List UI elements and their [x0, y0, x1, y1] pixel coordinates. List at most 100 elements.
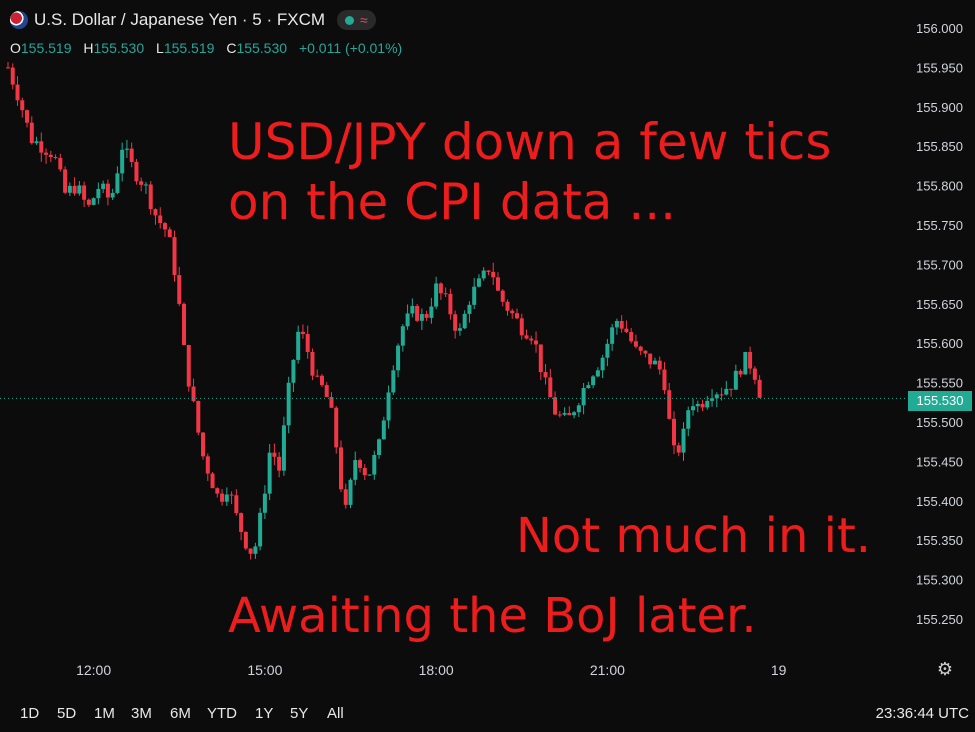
open-value: 155.519 [20, 40, 72, 56]
candle-body [695, 403, 700, 407]
utc-clock[interactable]: 23:36:44 UTC [875, 705, 969, 722]
timeframe-ytd[interactable]: YTD [207, 705, 237, 722]
timeframe-all[interactable]: All [327, 705, 344, 722]
candle-body [410, 305, 415, 314]
candle-body [234, 495, 239, 514]
candle-body [319, 375, 324, 386]
candle-body [182, 303, 187, 345]
candle-body [515, 313, 520, 319]
candle-body [120, 149, 125, 174]
candle-body [491, 271, 496, 278]
candle-body [486, 270, 491, 272]
candle-body [82, 185, 87, 200]
candle-body [186, 344, 191, 387]
candle-body [419, 314, 424, 321]
candle-body [205, 456, 210, 474]
candle-body [681, 428, 686, 453]
symbol-title[interactable]: U.S. Dollar / Japanese Yen · 5 · FXCM [34, 10, 326, 29]
timeframe-6m[interactable]: 6M [170, 705, 191, 722]
candle-body [191, 386, 196, 402]
candle-body [362, 467, 367, 476]
candle-body [495, 277, 500, 291]
candle-body [386, 392, 391, 421]
candle-body [500, 290, 505, 302]
candle-body [86, 199, 91, 205]
candle-body [381, 420, 386, 440]
candle-body [58, 157, 63, 170]
candle-body [139, 181, 144, 185]
candle-body [29, 122, 34, 144]
candle-body [671, 418, 676, 446]
candle-body [372, 454, 377, 475]
candle-body [201, 432, 206, 457]
x-tick-label: 15:00 [247, 662, 282, 678]
candle-body [258, 512, 263, 547]
candle-body [481, 270, 486, 279]
candle-body [662, 369, 667, 391]
timeframe-1d[interactable]: 1D [20, 705, 40, 722]
candle-body [429, 306, 434, 318]
y-tick-label: 155.400 [916, 494, 963, 509]
candle-body [467, 304, 472, 314]
last-price-tag: 155.530 [908, 391, 972, 411]
candle-body [738, 370, 743, 375]
candle-body [448, 293, 453, 315]
candle-body [148, 184, 153, 210]
timeframe-5d[interactable]: 5D [57, 705, 77, 722]
candle-body [424, 314, 429, 318]
candle-body [705, 400, 710, 408]
y-tick-label: 155.750 [916, 218, 963, 233]
candle-body [415, 305, 420, 321]
y-tick-label: 155.500 [916, 415, 963, 430]
market-status-pill[interactable]: ≈ [337, 10, 376, 30]
candle-body [239, 513, 244, 532]
candle-body [457, 328, 462, 331]
candle-body [643, 350, 648, 354]
candle-body [748, 351, 753, 369]
annotation-line-4: Awaiting the BoJ later. [228, 588, 757, 644]
y-tick-label: 155.350 [916, 533, 963, 548]
close-label: C [226, 40, 237, 56]
candle-body [229, 494, 234, 496]
candle-body [691, 406, 696, 411]
low-label: L [156, 40, 164, 56]
candle-body [243, 531, 248, 549]
candle-body [177, 275, 182, 304]
x-tick-label: 12:00 [76, 662, 111, 678]
candle-body [667, 390, 672, 419]
candle-body [25, 110, 30, 123]
candle-body [143, 184, 148, 186]
candle-body [600, 357, 605, 371]
y-tick-label: 155.250 [916, 612, 963, 627]
symbol-header[interactable]: U.S. Dollar / Japanese Yen · 5 · FXCM ≈ [10, 10, 376, 30]
annotation-line-2: on the CPI data ... [228, 173, 677, 231]
annotation-line-1: USD/JPY down a few tics [228, 113, 832, 171]
timeframe-5y[interactable]: 5Y [290, 705, 309, 722]
candle-body [15, 84, 20, 101]
candle-body [619, 320, 624, 329]
candle-body [39, 141, 44, 153]
candle-body [277, 456, 282, 471]
candle-body [757, 379, 762, 398]
timeframe-3m[interactable]: 3M [131, 705, 152, 722]
annotation-line-3: Not much in it. [516, 508, 872, 564]
candle-body [686, 410, 691, 429]
candle-body [752, 368, 757, 380]
candle-body [77, 185, 82, 194]
candle-body [281, 425, 286, 471]
candle-body [505, 301, 510, 311]
candle-body [652, 360, 657, 365]
candle-body [405, 313, 410, 327]
candle-body [714, 394, 719, 399]
candle-body [610, 327, 615, 344]
annotation-headline: USD/JPY down a few tics on the CPI data … [228, 112, 831, 232]
settings-gear-icon[interactable]: ⚙ [936, 659, 954, 679]
high-label: H [83, 40, 94, 56]
candle-body [291, 359, 296, 383]
candle-body [733, 370, 738, 390]
timeframe-1y[interactable]: 1Y [255, 705, 274, 722]
candle-body [91, 198, 96, 205]
timeframe-1m[interactable]: 1M [94, 705, 115, 722]
candle-body [48, 154, 53, 158]
